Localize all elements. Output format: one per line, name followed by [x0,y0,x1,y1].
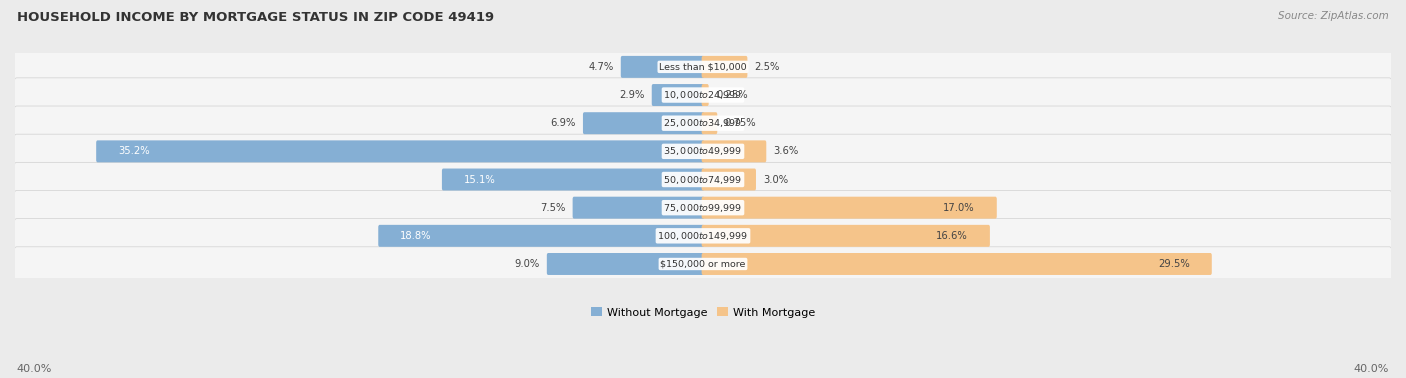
Text: 3.6%: 3.6% [773,146,799,156]
Text: 2.5%: 2.5% [755,62,780,72]
FancyBboxPatch shape [702,140,766,162]
FancyBboxPatch shape [14,134,1392,169]
FancyBboxPatch shape [14,106,1392,140]
FancyBboxPatch shape [14,50,1392,84]
Text: $75,000 to $99,999: $75,000 to $99,999 [664,202,742,214]
Text: 17.0%: 17.0% [943,203,974,213]
Text: $25,000 to $34,999: $25,000 to $34,999 [664,117,742,129]
Text: 0.75%: 0.75% [724,118,756,128]
FancyBboxPatch shape [702,253,1212,275]
FancyBboxPatch shape [378,225,704,247]
Text: 2.9%: 2.9% [619,90,644,100]
FancyBboxPatch shape [441,169,704,191]
Text: $35,000 to $49,999: $35,000 to $49,999 [664,146,742,157]
Text: Less than $10,000: Less than $10,000 [659,62,747,71]
Text: $150,000 or more: $150,000 or more [661,259,745,268]
FancyBboxPatch shape [14,247,1392,281]
Text: 40.0%: 40.0% [17,364,52,374]
FancyBboxPatch shape [621,56,704,78]
Text: 18.8%: 18.8% [401,231,432,241]
FancyBboxPatch shape [14,218,1392,253]
FancyBboxPatch shape [702,225,990,247]
Text: Source: ZipAtlas.com: Source: ZipAtlas.com [1278,11,1389,21]
FancyBboxPatch shape [702,197,997,218]
FancyBboxPatch shape [96,140,704,162]
Text: 15.1%: 15.1% [464,175,496,184]
FancyBboxPatch shape [14,162,1392,197]
Text: HOUSEHOLD INCOME BY MORTGAGE STATUS IN ZIP CODE 49419: HOUSEHOLD INCOME BY MORTGAGE STATUS IN Z… [17,11,494,24]
Text: 3.0%: 3.0% [763,175,789,184]
Text: 9.0%: 9.0% [515,259,540,269]
Text: 7.5%: 7.5% [540,203,565,213]
Text: 0.25%: 0.25% [716,90,748,100]
Text: 29.5%: 29.5% [1159,259,1189,269]
Text: 35.2%: 35.2% [118,146,150,156]
FancyBboxPatch shape [652,84,704,106]
Text: 40.0%: 40.0% [1354,364,1389,374]
Legend: Without Mortgage, With Mortgage: Without Mortgage, With Mortgage [586,303,820,322]
Text: $10,000 to $24,999: $10,000 to $24,999 [664,89,742,101]
Text: $100,000 to $149,999: $100,000 to $149,999 [658,230,748,242]
FancyBboxPatch shape [14,78,1392,112]
Text: $50,000 to $74,999: $50,000 to $74,999 [664,174,742,186]
FancyBboxPatch shape [702,169,756,191]
Text: 16.6%: 16.6% [936,231,967,241]
Text: 6.9%: 6.9% [550,118,575,128]
Text: 4.7%: 4.7% [588,62,613,72]
FancyBboxPatch shape [702,84,709,106]
FancyBboxPatch shape [547,253,704,275]
FancyBboxPatch shape [583,112,704,134]
FancyBboxPatch shape [14,191,1392,225]
FancyBboxPatch shape [702,56,748,78]
FancyBboxPatch shape [572,197,704,218]
FancyBboxPatch shape [702,112,717,134]
